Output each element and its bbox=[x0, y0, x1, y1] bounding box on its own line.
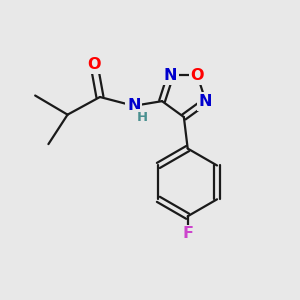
Text: O: O bbox=[190, 68, 204, 83]
Text: F: F bbox=[182, 226, 193, 242]
Text: N: N bbox=[164, 68, 177, 83]
Text: O: O bbox=[87, 57, 101, 72]
Text: N: N bbox=[199, 94, 212, 109]
Text: H: H bbox=[136, 110, 148, 124]
Text: N: N bbox=[127, 98, 141, 113]
